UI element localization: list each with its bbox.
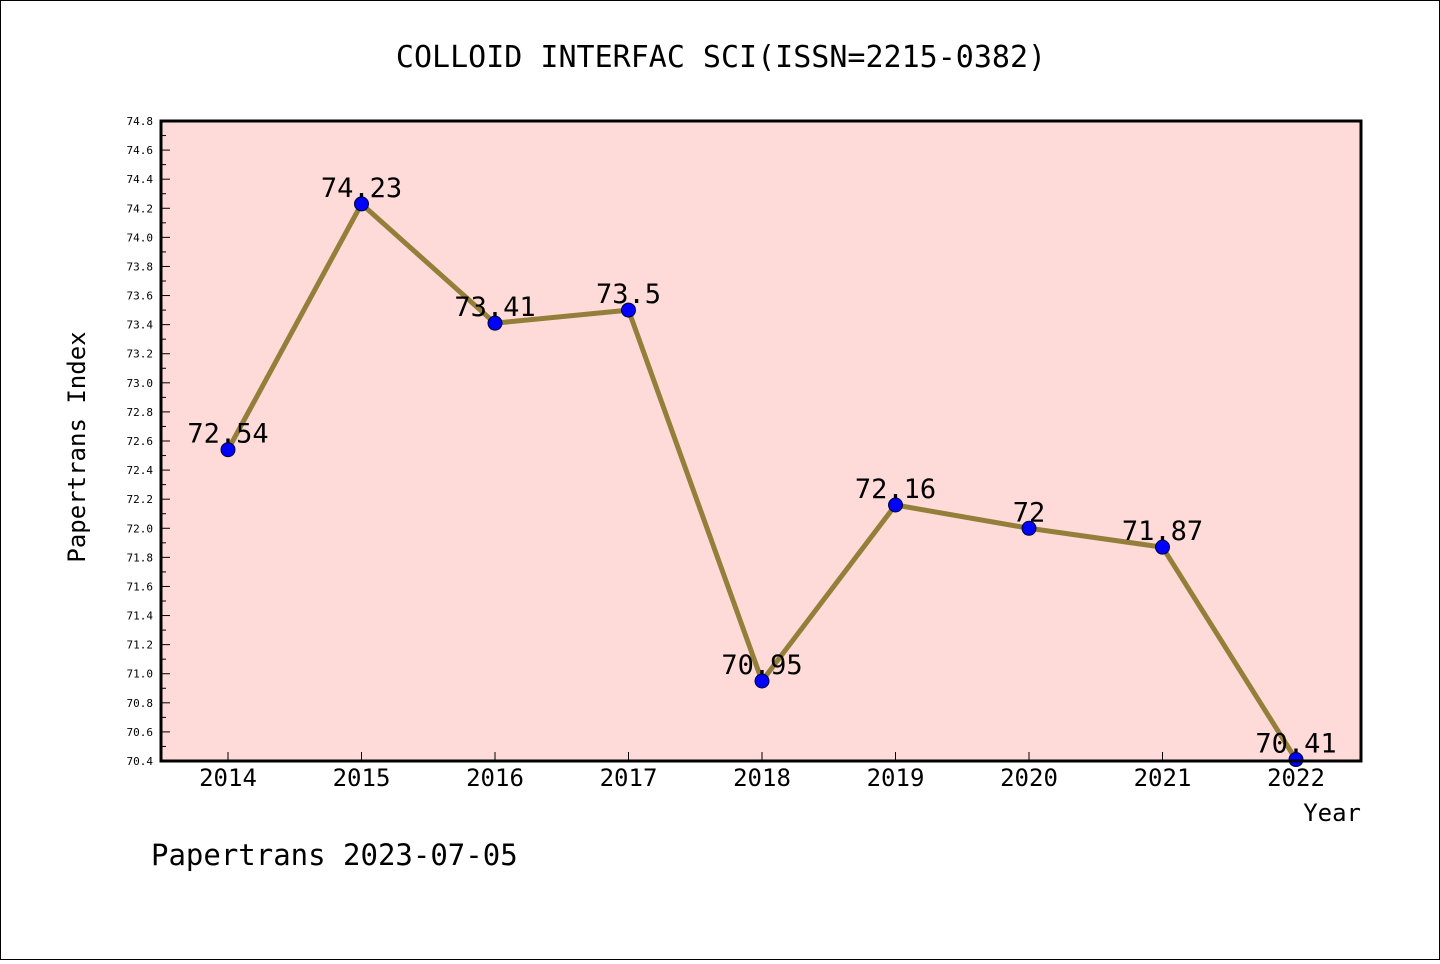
y-tick-label: 72.0 xyxy=(127,522,154,535)
y-tick-label: 70.8 xyxy=(127,697,154,710)
chart-title: COLLOID INTERFAC SCI(ISSN=2215-0382) xyxy=(396,40,1046,75)
x-tick-label: 2019 xyxy=(867,764,925,792)
data-point xyxy=(754,673,770,689)
x-tick-label: 2018 xyxy=(733,764,791,792)
data-label: 70.41 xyxy=(1255,729,1336,760)
data-point xyxy=(487,315,503,331)
y-axis-ticks: 70.4 70.6 70.8 71.0 71.2 71.4 71.6 71.8 72.0 72.2… xyxy=(127,115,170,768)
y-tick-label: 74.4 xyxy=(127,173,154,186)
y-tick-label: 73.4 xyxy=(127,319,154,332)
footer-text: Papertrans 2023-07-05 xyxy=(151,838,518,872)
plot-border xyxy=(159,119,1363,763)
y-tick-label: 72.2 xyxy=(127,493,154,506)
y-tick-label: 72.6 xyxy=(127,435,154,448)
data-point xyxy=(220,442,236,458)
data-label: 74.23 xyxy=(321,173,402,204)
data-label: 72.54 xyxy=(187,419,268,450)
x-tick-label: 2016 xyxy=(466,764,524,792)
y-tick-label: 72.8 xyxy=(127,406,154,419)
y-tick-label: 73.0 xyxy=(127,377,154,390)
y-tick-label: 71.8 xyxy=(127,551,154,564)
y-tick-label: 73.6 xyxy=(127,290,154,303)
y-tick-label: 72.4 xyxy=(127,464,154,477)
data-point xyxy=(1021,520,1037,536)
y-tick-label: 70.4 xyxy=(127,755,154,768)
x-axis-label: Year xyxy=(1303,799,1361,827)
data-markers xyxy=(220,196,1304,768)
y-tick-label: 74.6 xyxy=(127,144,154,157)
x-tick-label: 2015 xyxy=(333,764,391,792)
data-label: 73.5 xyxy=(596,279,661,310)
x-tick-label: 2014 xyxy=(199,764,257,792)
data-label: 73.41 xyxy=(454,292,535,323)
data-point xyxy=(888,497,903,513)
x-tick-label: 2021 xyxy=(1134,764,1192,792)
data-point xyxy=(621,302,636,318)
y-tick-label: 73.8 xyxy=(127,260,154,273)
y-tick-label: 74.0 xyxy=(127,231,154,244)
plot-area xyxy=(161,121,1361,761)
y-tick-label: 73.2 xyxy=(127,348,154,361)
data-labels: 72.54 74.23 73.41 73.5 70.95 72.16 72 71.87 70.4… xyxy=(187,173,1336,760)
data-label: 71.87 xyxy=(1122,516,1203,547)
y-tick-label: 71.4 xyxy=(127,610,154,623)
data-point xyxy=(354,196,369,212)
y-tick-label: 71.0 xyxy=(127,668,154,681)
data-label: 72 xyxy=(1013,497,1046,528)
x-axis-ticks: 2014 2015 2016 2017 2018 2019 2020 2021 2022 xyxy=(199,752,1325,792)
data-point xyxy=(1155,539,1170,555)
y-axis-label: Papertrans Index xyxy=(63,331,91,562)
y-tick-label: 74.8 xyxy=(127,115,154,128)
y-tick-label: 71.6 xyxy=(127,580,154,593)
y-tick-label: 74.2 xyxy=(127,202,154,215)
y-tick-label: 71.2 xyxy=(127,639,154,652)
data-label: 70.95 xyxy=(721,650,802,681)
y-tick-label: 70.6 xyxy=(127,726,154,739)
x-tick-label: 2017 xyxy=(600,764,658,792)
x-tick-label: 2022 xyxy=(1267,764,1325,792)
data-label: 72.16 xyxy=(855,474,936,505)
x-tick-label: 2020 xyxy=(1000,764,1058,792)
